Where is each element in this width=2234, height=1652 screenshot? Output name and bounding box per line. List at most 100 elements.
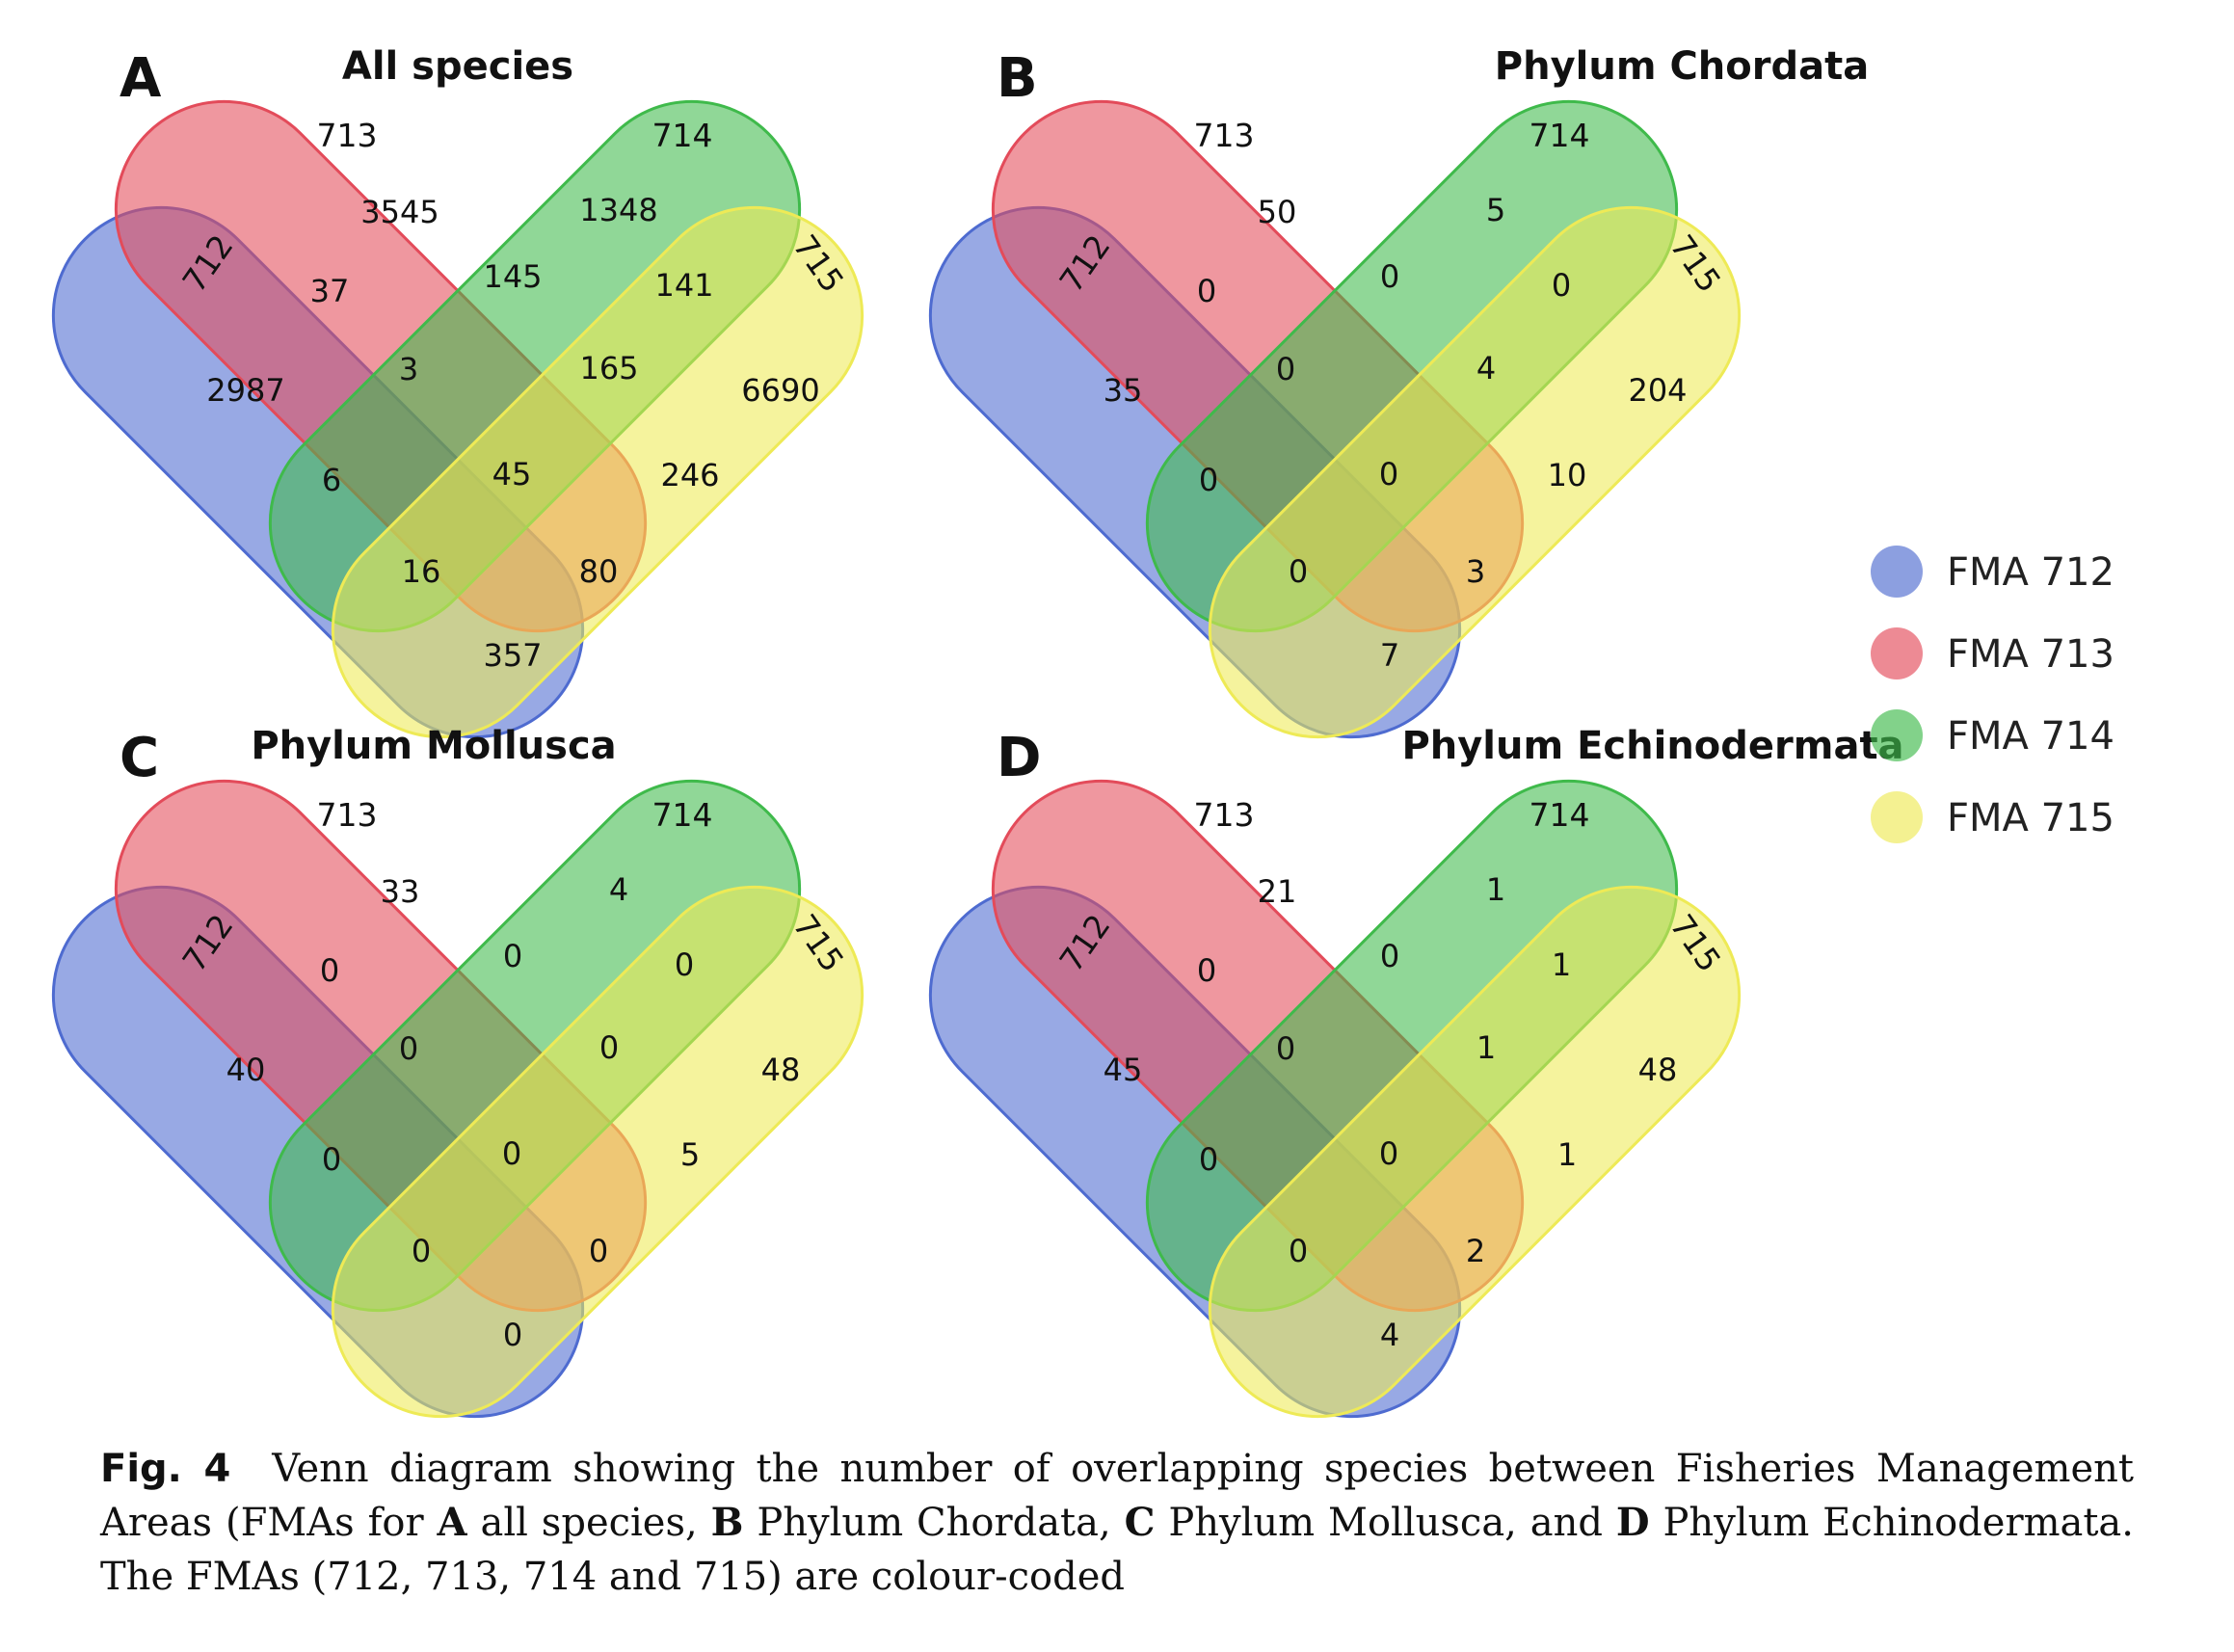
region-value-712-713-714: 3 [399,351,418,387]
region-value-714-715: 1 [1552,946,1571,983]
panel-letter: C [120,727,159,789]
region-value-715: 48 [1638,1052,1678,1088]
region-value-712-713-714-715: 0 [1379,1135,1398,1172]
legend: FMA 712 FMA 713 FMA 714 FMA 715 [1871,546,2114,843]
region-value-712-714-715: 0 [1289,1233,1308,1269]
region-value-714: 1 [1486,871,1505,908]
region-value-713: 50 [1258,194,1297,230]
caption-panel-ref: D [1615,1500,1650,1545]
region-value-713-715: 10 [1548,457,1587,493]
region-value-715: 6690 [741,372,819,409]
set-label-714: 714 [652,796,713,834]
region-value-713-715: 5 [680,1136,700,1173]
legend-swatch-713 [1871,627,1923,679]
region-value-712-713-714-715: 45 [492,456,532,493]
region-value-712-713: 0 [320,952,339,989]
set-label-714: 714 [652,117,713,154]
region-value-712-713-714-715: 0 [1379,456,1398,493]
region-value-712-713-715: 3 [1466,553,1485,590]
set-label-713: 713 [1194,117,1255,154]
region-value-713: 33 [381,873,420,910]
region-value-712-715: 4 [1380,1317,1399,1353]
region-value-712-713-714: 0 [1276,351,1295,387]
panel-title: All species [342,44,573,89]
region-value-712-713-714-715: 0 [502,1135,521,1172]
region-value-714: 1348 [579,192,657,228]
set-label-714: 714 [1529,117,1590,154]
panel-title: Phylum Echinodermata [1401,724,1903,768]
region-value-712-715: 0 [503,1317,522,1353]
region-value-712-715: 7 [1380,637,1399,674]
region-value-712-713-714: 0 [399,1030,418,1067]
legend-label-713: FMA 713 [1947,632,2114,677]
region-value-712-713-715: 2 [1466,1233,1485,1269]
caption-text: Venn diagram showing the number of overl… [100,1447,2134,1599]
region-value-715: 204 [1628,372,1687,409]
region-value-712: 45 [1104,1052,1143,1088]
set-shape-715 [331,885,864,1419]
region-value-712-714: 6 [322,462,341,498]
caption-segment: all species, [466,1501,711,1545]
set-label-714: 714 [1529,796,1590,834]
region-value-713-714: 0 [1380,938,1399,974]
region-value-712-713-715: 80 [579,553,619,590]
region-value-712-714-715: 16 [402,553,441,590]
region-value-714: 4 [609,871,628,908]
legend-label-715: FMA 715 [1947,796,2114,840]
region-value-713-714: 145 [483,258,542,295]
caption-segment: Phylum Mollusca, and [1155,1501,1616,1545]
panel-title: Phylum Mollusca [251,724,616,768]
caption-panel-ref: B [710,1500,744,1545]
region-value-713: 3545 [360,194,439,230]
panel-letter: D [997,727,1041,789]
region-value-713-714: 0 [503,938,522,974]
region-value-715: 48 [761,1052,801,1088]
region-value-712-713: 0 [1197,273,1216,309]
panel-letter: B [997,47,1038,110]
set-shape-715 [1208,885,1742,1419]
set-label-713: 713 [1194,796,1255,834]
region-value-714-715: 0 [1552,267,1571,304]
caption-panel-ref: A [437,1500,467,1545]
region-value-713: 21 [1258,873,1297,910]
caption-panel-ref: C [1124,1500,1156,1545]
region-value-712-715: 357 [483,637,542,674]
region-value-712-713: 0 [1197,952,1216,989]
region-value-713-714-715: 0 [599,1029,619,1066]
region-value-713-715: 1 [1557,1136,1577,1173]
set-label-713: 713 [317,117,378,154]
region-value-712-713: 37 [310,273,350,309]
region-value-712: 2987 [206,372,284,409]
legend-label-712: FMA 712 [1947,550,2114,595]
region-value-712-713-714: 0 [1276,1030,1295,1067]
caption-fig-label: Fig. 4 [100,1447,231,1491]
figure-caption: Fig. 4 Venn diagram showing the number o… [100,1442,2134,1604]
region-value-714: 5 [1486,192,1505,228]
region-value-712: 40 [226,1052,266,1088]
panel-letter: A [120,47,162,110]
region-value-713-714-715: 4 [1476,350,1496,386]
region-value-712: 35 [1104,372,1143,409]
region-value-712-714: 0 [322,1141,341,1178]
set-label-713: 713 [317,796,378,834]
region-value-712-714: 0 [1199,462,1218,498]
region-value-712-714: 0 [1199,1141,1218,1178]
region-value-713-714-715: 165 [579,350,638,386]
region-value-713-714-715: 1 [1476,1029,1496,1066]
region-value-713-715: 246 [660,457,719,493]
set-shape-715 [331,205,864,739]
caption-segment: Venn diagram showing the number of overl… [100,1447,2134,1545]
caption-segment: Phylum Chordata, [743,1501,1125,1545]
caption-segment: Phylum Echinodermata. The FMAs (712, 713… [100,1501,2134,1599]
region-value-713-714: 0 [1380,258,1399,295]
legend-swatch-714 [1871,709,1923,761]
legend-label-714: FMA 714 [1947,714,2114,759]
set-shape-715 [1208,205,1742,739]
region-value-714-715: 0 [675,946,694,983]
legend-swatch-715 [1871,791,1923,843]
